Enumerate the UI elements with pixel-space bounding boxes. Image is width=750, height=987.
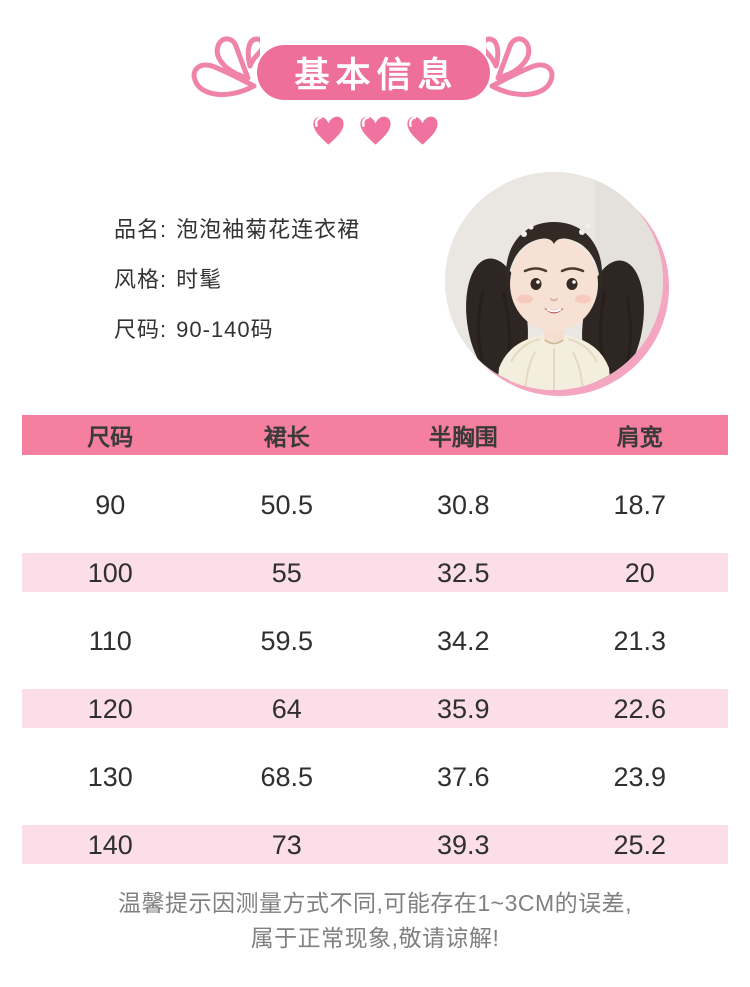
heart-icon <box>406 116 438 145</box>
table-cell: 35.9 <box>436 693 490 724</box>
banner-pill: 基本信息 <box>257 45 490 100</box>
info-label: 风格: <box>114 267 168 292</box>
table-cell: 34.2 <box>436 625 490 656</box>
table-cell: 37.6 <box>436 761 490 792</box>
info-value: 90-140码 <box>176 317 274 342</box>
girl-portrait-photo <box>445 172 669 396</box>
table-row: 120 64 35.9 22.6 <box>22 675 728 743</box>
info-label: 品名: <box>114 217 168 242</box>
wing-right-icon <box>486 36 555 98</box>
table-row: 140 73 39.3 25.2 <box>22 811 728 879</box>
table-cell: 50.5 <box>260 489 314 520</box>
table-header: 尺码 裙长 半胸围 肩宽 <box>22 415 728 455</box>
table-row: 90 50.5 30.8 18.7 <box>22 471 728 539</box>
table-cell: 140 <box>87 829 133 860</box>
table-cell: 20 <box>624 557 655 588</box>
table-cell: 64 <box>271 693 302 724</box>
footer-note: 温馨提示因测量方式不同,可能存在1~3CM的误差, 属于正常现象,敬请谅解! <box>0 886 750 956</box>
table-cell: 90 <box>95 489 126 520</box>
table-header-cell: 尺码 <box>87 424 134 450</box>
product-info: 品名: 泡泡袖菊花连衣裙 风格: 时髦 尺码: 90-140码 <box>114 203 454 353</box>
table-cell: 110 <box>88 625 132 656</box>
table-cell: 130 <box>87 761 133 792</box>
heart-icon <box>312 116 344 145</box>
table-cell: 39.3 <box>436 829 490 860</box>
table-cell: 25.2 <box>613 829 667 860</box>
banner-title: 基本信息 <box>294 56 459 95</box>
header-banner: 基本信息 <box>0 0 750 160</box>
footer-line-2: 属于正常现象,敬请谅解! <box>250 925 500 951</box>
table-cell: 120 <box>87 693 133 724</box>
table-cell: 30.8 <box>436 489 490 520</box>
table-cell: 59.5 <box>260 625 314 656</box>
wing-left-icon <box>191 36 260 98</box>
info-value: 时髦 <box>176 267 223 292</box>
footer-line-1: 温馨提示因测量方式不同,可能存在1~3CM的误差, <box>117 890 633 916</box>
size-table: 尺码 裙长 半胸围 肩宽 90 50.5 30.8 18.7 100 55 32… <box>22 415 728 879</box>
table-cell: 23.9 <box>613 761 667 792</box>
girl-illustration <box>445 172 663 390</box>
photo-disc <box>445 172 663 390</box>
info-label: 尺码: <box>114 317 168 342</box>
table-cell: 21.3 <box>613 625 667 656</box>
hearts-row <box>0 114 750 147</box>
table-cell: 22.6 <box>613 693 667 724</box>
info-row-size: 尺码: 90-140码 <box>114 303 454 353</box>
info-row-style: 风格: 时髦 <box>114 253 454 303</box>
info-row-name: 品名: 泡泡袖菊花连衣裙 <box>114 203 454 253</box>
table-cell: 73 <box>271 829 302 860</box>
info-value: 泡泡袖菊花连衣裙 <box>176 217 361 242</box>
table-cell: 32.5 <box>436 557 490 588</box>
table-row: 100 55 32.5 20 <box>22 539 728 607</box>
table-cell: 68.5 <box>260 761 314 792</box>
table-cell: 100 <box>87 557 133 588</box>
table-header-cell: 肩宽 <box>616 424 663 450</box>
table-header-cell: 半胸围 <box>428 424 498 450</box>
table-row: 110 59.5 34.2 21.3 <box>22 607 728 675</box>
heart-icon <box>359 116 391 145</box>
table-cell: 18.7 <box>613 489 667 520</box>
table-row: 130 68.5 37.6 23.9 <box>22 743 728 811</box>
table-header-cell: 裙长 <box>263 424 310 450</box>
table-cell: 55 <box>271 557 302 588</box>
